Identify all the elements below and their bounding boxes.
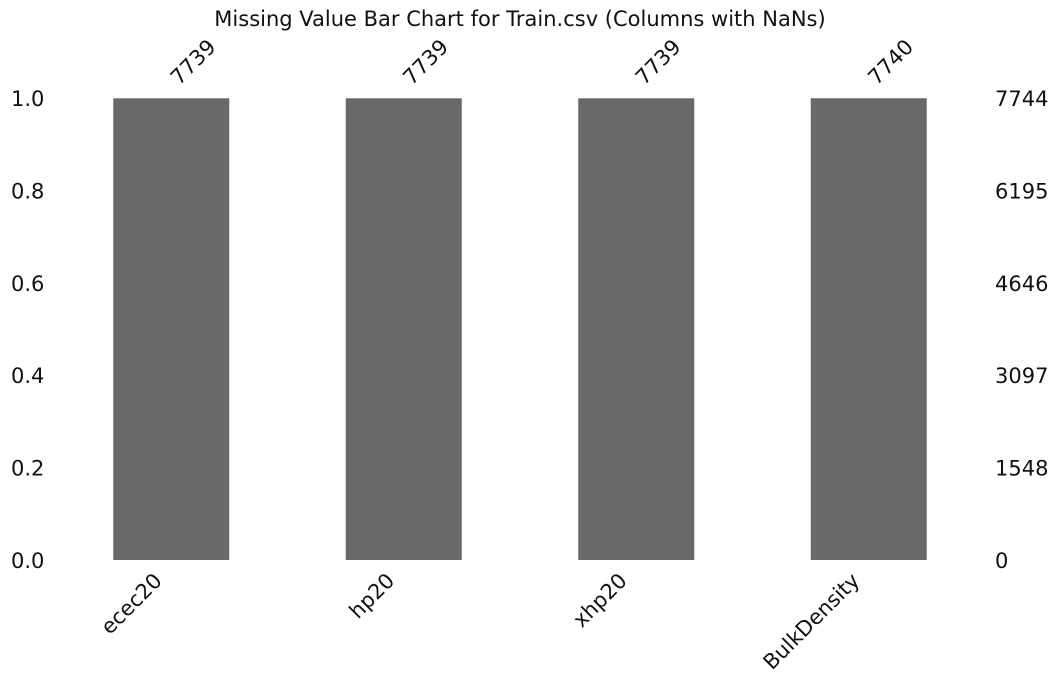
left-tick-label: 0.8 [11,179,44,203]
left-axis-ticks: 0.0 0.2 0.4 0.6 0.8 1.0 [11,87,44,573]
category-label-ecec20: ecec20 [96,569,166,639]
bar-xhp20 [578,98,695,561]
category-label-hp20: hp20 [345,569,400,624]
category-labels: ecec20 hp20 xhp20 BulkDensity [96,569,864,675]
left-tick-label: 0.4 [11,364,44,388]
chart-title: Missing Value Bar Chart for Train.csv (C… [214,7,825,31]
right-tick-label: 1548 [995,457,1048,481]
left-tick-label: 0.0 [11,549,44,573]
count-labels: 7739 7739 7739 7740 [166,35,918,90]
category-label-BulkDensity: BulkDensity [759,569,865,675]
bar-ecec20 [113,98,230,561]
bar-BulkDensity [810,98,927,561]
left-tick-label: 1.0 [11,87,44,111]
bar-hp20 [345,98,462,561]
bars-layer [113,98,927,561]
right-tick-label: 6195 [995,179,1048,203]
count-label-BulkDensity: 7740 [863,35,918,90]
count-label-xhp20: 7739 [631,35,686,90]
left-tick-label: 0.2 [11,457,44,481]
right-tick-label: 7744 [995,87,1048,111]
right-tick-label: 0 [995,549,1008,573]
right-tick-label: 3097 [995,364,1048,388]
right-tick-label: 4646 [995,272,1048,296]
count-label-ecec20: 7739 [166,35,221,90]
category-label-xhp20: xhp20 [568,569,631,632]
left-tick-label: 0.6 [11,272,44,296]
right-axis-ticks: 0 1548 3097 4646 6195 7744 [995,87,1048,573]
count-label-hp20: 7739 [398,35,453,90]
